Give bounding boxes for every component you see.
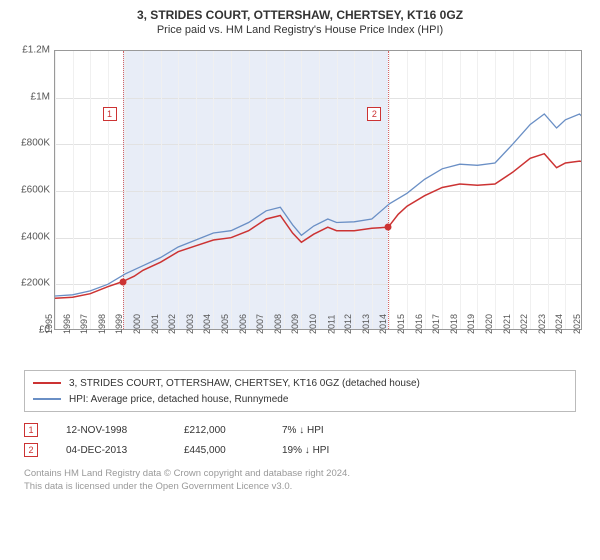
y-tick-label: £600K xyxy=(8,185,50,196)
legend-label: HPI: Average price, detached house, Runn… xyxy=(69,394,288,405)
y-tick-label: £800K xyxy=(8,138,50,149)
marker-price: £445,000 xyxy=(184,445,254,456)
legend-row: HPI: Average price, detached house, Runn… xyxy=(33,391,567,407)
series-price_paid xyxy=(55,154,582,299)
marker-row: 1 12-NOV-1998 £212,000 7% ↓ HPI xyxy=(24,420,576,440)
sale-point xyxy=(119,278,126,285)
x-tick-label: 2025 xyxy=(572,314,600,334)
sale-point xyxy=(385,224,392,231)
legend-row: 3, STRIDES COURT, OTTERSHAW, CHERTSEY, K… xyxy=(33,375,567,391)
footer-line-2: This data is licensed under the Open Gov… xyxy=(24,481,576,494)
marker-row: 2 04-DEC-2013 £445,000 19% ↓ HPI xyxy=(24,440,576,460)
legend: 3, STRIDES COURT, OTTERSHAW, CHERTSEY, K… xyxy=(24,370,576,412)
y-tick-label: £400K xyxy=(8,231,50,242)
legend-label: 3, STRIDES COURT, OTTERSHAW, CHERTSEY, K… xyxy=(69,378,420,389)
series-hpi xyxy=(55,114,582,296)
marker-date: 04-DEC-2013 xyxy=(66,445,156,456)
plot-area: 12 xyxy=(54,50,582,330)
page-title: 3, STRIDES COURT, OTTERSHAW, CHERTSEY, K… xyxy=(8,8,592,22)
marker-table: 1 12-NOV-1998 £212,000 7% ↓ HPI 2 04-DEC-2013… xyxy=(24,420,576,460)
marker-badge: 2 xyxy=(24,443,38,457)
marker-delta: 7% ↓ HPI xyxy=(282,425,324,436)
chart: £0£200K£400K£600K£800K£1M£1.2M 12 199519… xyxy=(8,42,592,362)
marker-date: 12-NOV-1998 xyxy=(66,425,156,436)
footer: Contains HM Land Registry data © Crown c… xyxy=(24,468,576,494)
line-series xyxy=(55,51,582,330)
y-tick-label: £1M xyxy=(8,91,50,102)
marker-badge: 2 xyxy=(367,107,381,121)
footer-line-1: Contains HM Land Registry data © Crown c… xyxy=(24,468,576,481)
marker-badge: 1 xyxy=(24,423,38,437)
y-tick-label: £1.2M xyxy=(8,45,50,56)
page-subtitle: Price paid vs. HM Land Registry's House … xyxy=(8,24,592,36)
marker-price: £212,000 xyxy=(184,425,254,436)
legend-swatch xyxy=(33,398,61,400)
legend-swatch xyxy=(33,382,61,384)
marker-badge: 1 xyxy=(103,107,117,121)
marker-delta: 19% ↓ HPI xyxy=(282,445,329,456)
y-tick-label: £200K xyxy=(8,278,50,289)
